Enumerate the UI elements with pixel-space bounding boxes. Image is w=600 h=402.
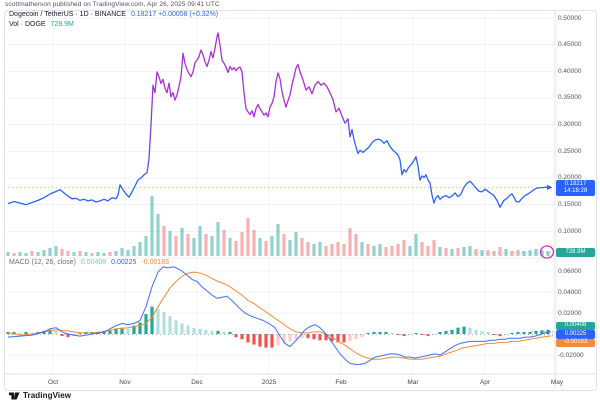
symbol-legend: Dogecoin / TetherUS · 1D · BINANCE 0.182…	[9, 11, 218, 19]
time-axis-tick: 2025	[261, 378, 277, 386]
volume-legend: Vol · DOGE 728.9M	[9, 21, 74, 29]
price-axis-tick: 0.25000	[558, 147, 582, 155]
time-axis-tick: Feb	[335, 378, 347, 386]
last-price-arrow	[547, 184, 553, 190]
tradingview-logo-text: TradingView	[23, 391, 72, 400]
macd-line-badge: 0.00225	[556, 330, 595, 339]
pane-separators	[5, 11, 595, 389]
macd-histogram	[6, 306, 550, 348]
macd-axis-tick: 0.02000	[558, 309, 582, 317]
price-axis-tick: 0.15000	[558, 201, 582, 209]
macd-axis-tick: 0.06000	[558, 267, 582, 275]
macd-axis-tick: 0.04000	[558, 288, 582, 296]
macd-line-value: 0.00225	[111, 258, 137, 266]
price-axis-tick: 0.20000	[558, 174, 582, 182]
price-axis-tick: 0.50000	[558, 14, 582, 22]
macd-legend: MACD (12, 26, close) 0.00408 0.00225 -0.…	[9, 259, 169, 267]
macd-signal-badge: -0.00183	[556, 338, 595, 347]
price-axis-tick: 0.30000	[558, 121, 582, 129]
highlight-circle-annotation	[539, 245, 555, 259]
countdown-timer: 14:18:28	[563, 188, 588, 194]
macd-signal-line	[7, 271, 552, 360]
time-axis-tick: Dec	[191, 378, 203, 386]
time-axis-tick: Nov	[119, 378, 131, 386]
attribution-text: scottmatherson published on TradingView.…	[5, 1, 220, 8]
price-axis-tick: 0.35000	[558, 94, 582, 102]
price-axis-tick: 0.40000	[558, 67, 582, 75]
gridlines	[8, 12, 558, 374]
volume-badge: 728.9M	[556, 248, 595, 257]
symbol-title: Dogecoin / TetherUS · 1D · BINANCE	[9, 11, 126, 18]
macd-signal-value: -0.00183	[141, 258, 170, 266]
macd-hist-badge: 0.00408	[556, 321, 595, 330]
macd-legend-title: MACD (12, 26, close)	[9, 258, 76, 266]
time-axis-tick: Oct	[47, 378, 59, 386]
time-axis-tick: Apr	[479, 378, 491, 386]
tradingview-logo-icon	[9, 392, 20, 400]
volume-bars	[6, 196, 550, 256]
last-price-badge-value: 0.18217	[564, 180, 587, 187]
dotted-level-lines	[8, 187, 553, 337]
last-price-badge: 0.18217 14:18:28	[556, 180, 595, 196]
macd-axis-tick: -0.02000	[558, 351, 584, 359]
price-axis-tick: 0.10000	[558, 227, 582, 235]
price-line	[7, 32, 551, 208]
macd-main-line	[7, 266, 552, 365]
time-axis-tick: Mar	[407, 378, 419, 386]
volume-legend-value: 728.9M	[50, 20, 74, 28]
macd-hist-value: 0.00408	[80, 258, 107, 266]
time-axis-tick: May	[550, 378, 564, 386]
symbol-price-values: 0.18217 +0.00058 (+0.32%)	[130, 11, 219, 18]
volume-legend-title: Vol · DOGE	[9, 20, 46, 28]
price-axis-tick: 0.45000	[558, 41, 582, 49]
tradingview-brand: TradingView	[9, 391, 71, 400]
